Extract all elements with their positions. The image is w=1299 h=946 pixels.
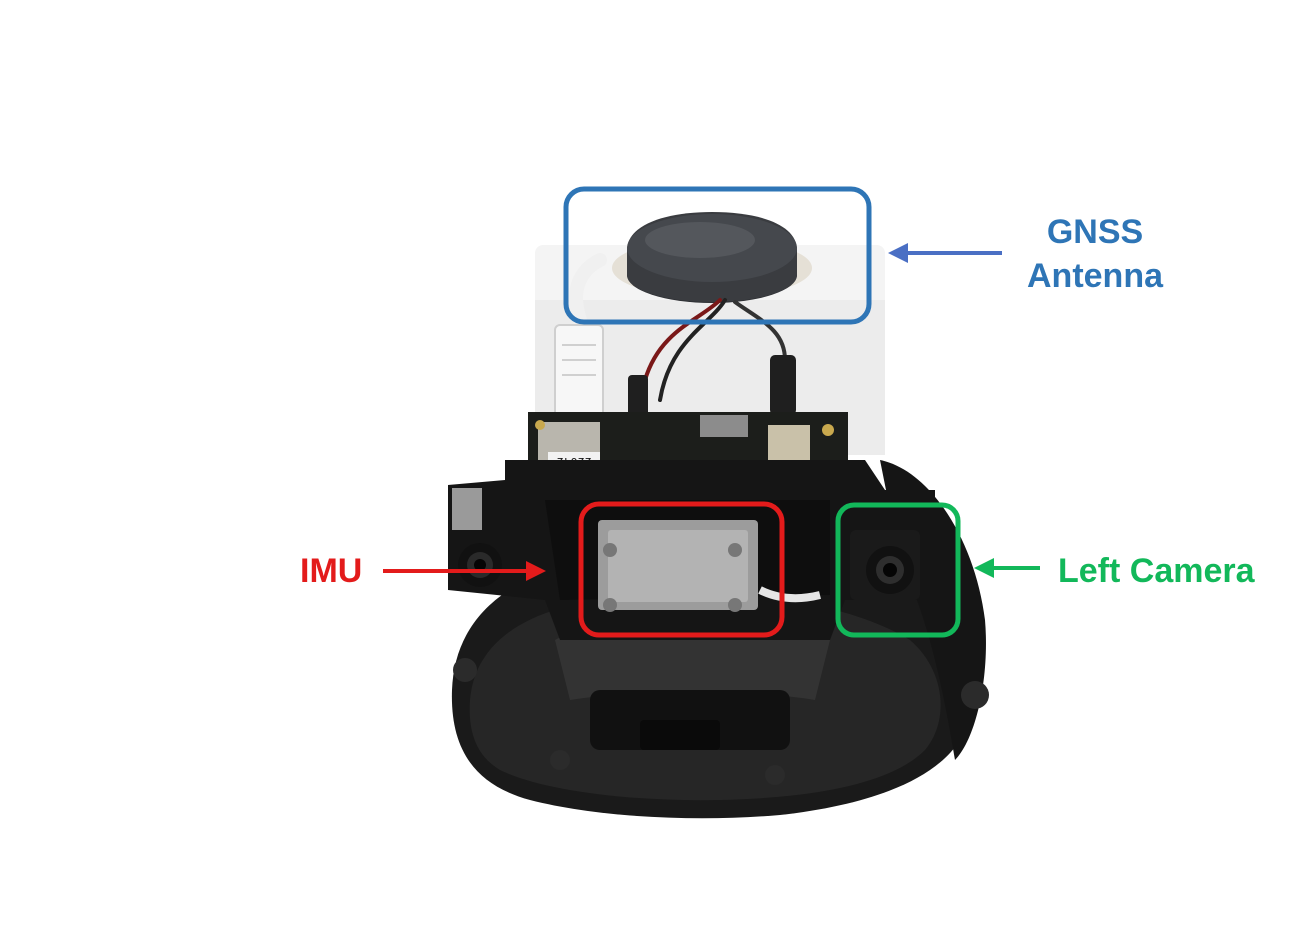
gnss-antenna-label: GNSS Antenna: [1010, 210, 1180, 298]
gnss-label-line2: Antenna: [1027, 257, 1163, 295]
gnss-highlight-box: [563, 186, 872, 325]
gnss-label-line1: GNSS: [1046, 213, 1144, 251]
imu-label: IMU: [300, 552, 363, 590]
imu-highlight-box: [578, 501, 785, 638]
ethernet-connector: [554, 324, 604, 421]
cables: [569, 253, 787, 402]
camera-lens-left: [850, 530, 920, 600]
gnss-antenna-puck: [627, 212, 797, 303]
left-camera-label: Left Camera: [1058, 552, 1255, 590]
imu-arrow: [383, 561, 546, 581]
gnss-arrow: [888, 243, 1002, 263]
camera-highlight-box: [835, 502, 961, 638]
imu-module: [598, 520, 821, 612]
cable-connector: [770, 355, 796, 415]
camera-lens-right: [458, 543, 502, 587]
cable-connector: [628, 375, 648, 420]
camera-arrow: [974, 558, 1040, 578]
